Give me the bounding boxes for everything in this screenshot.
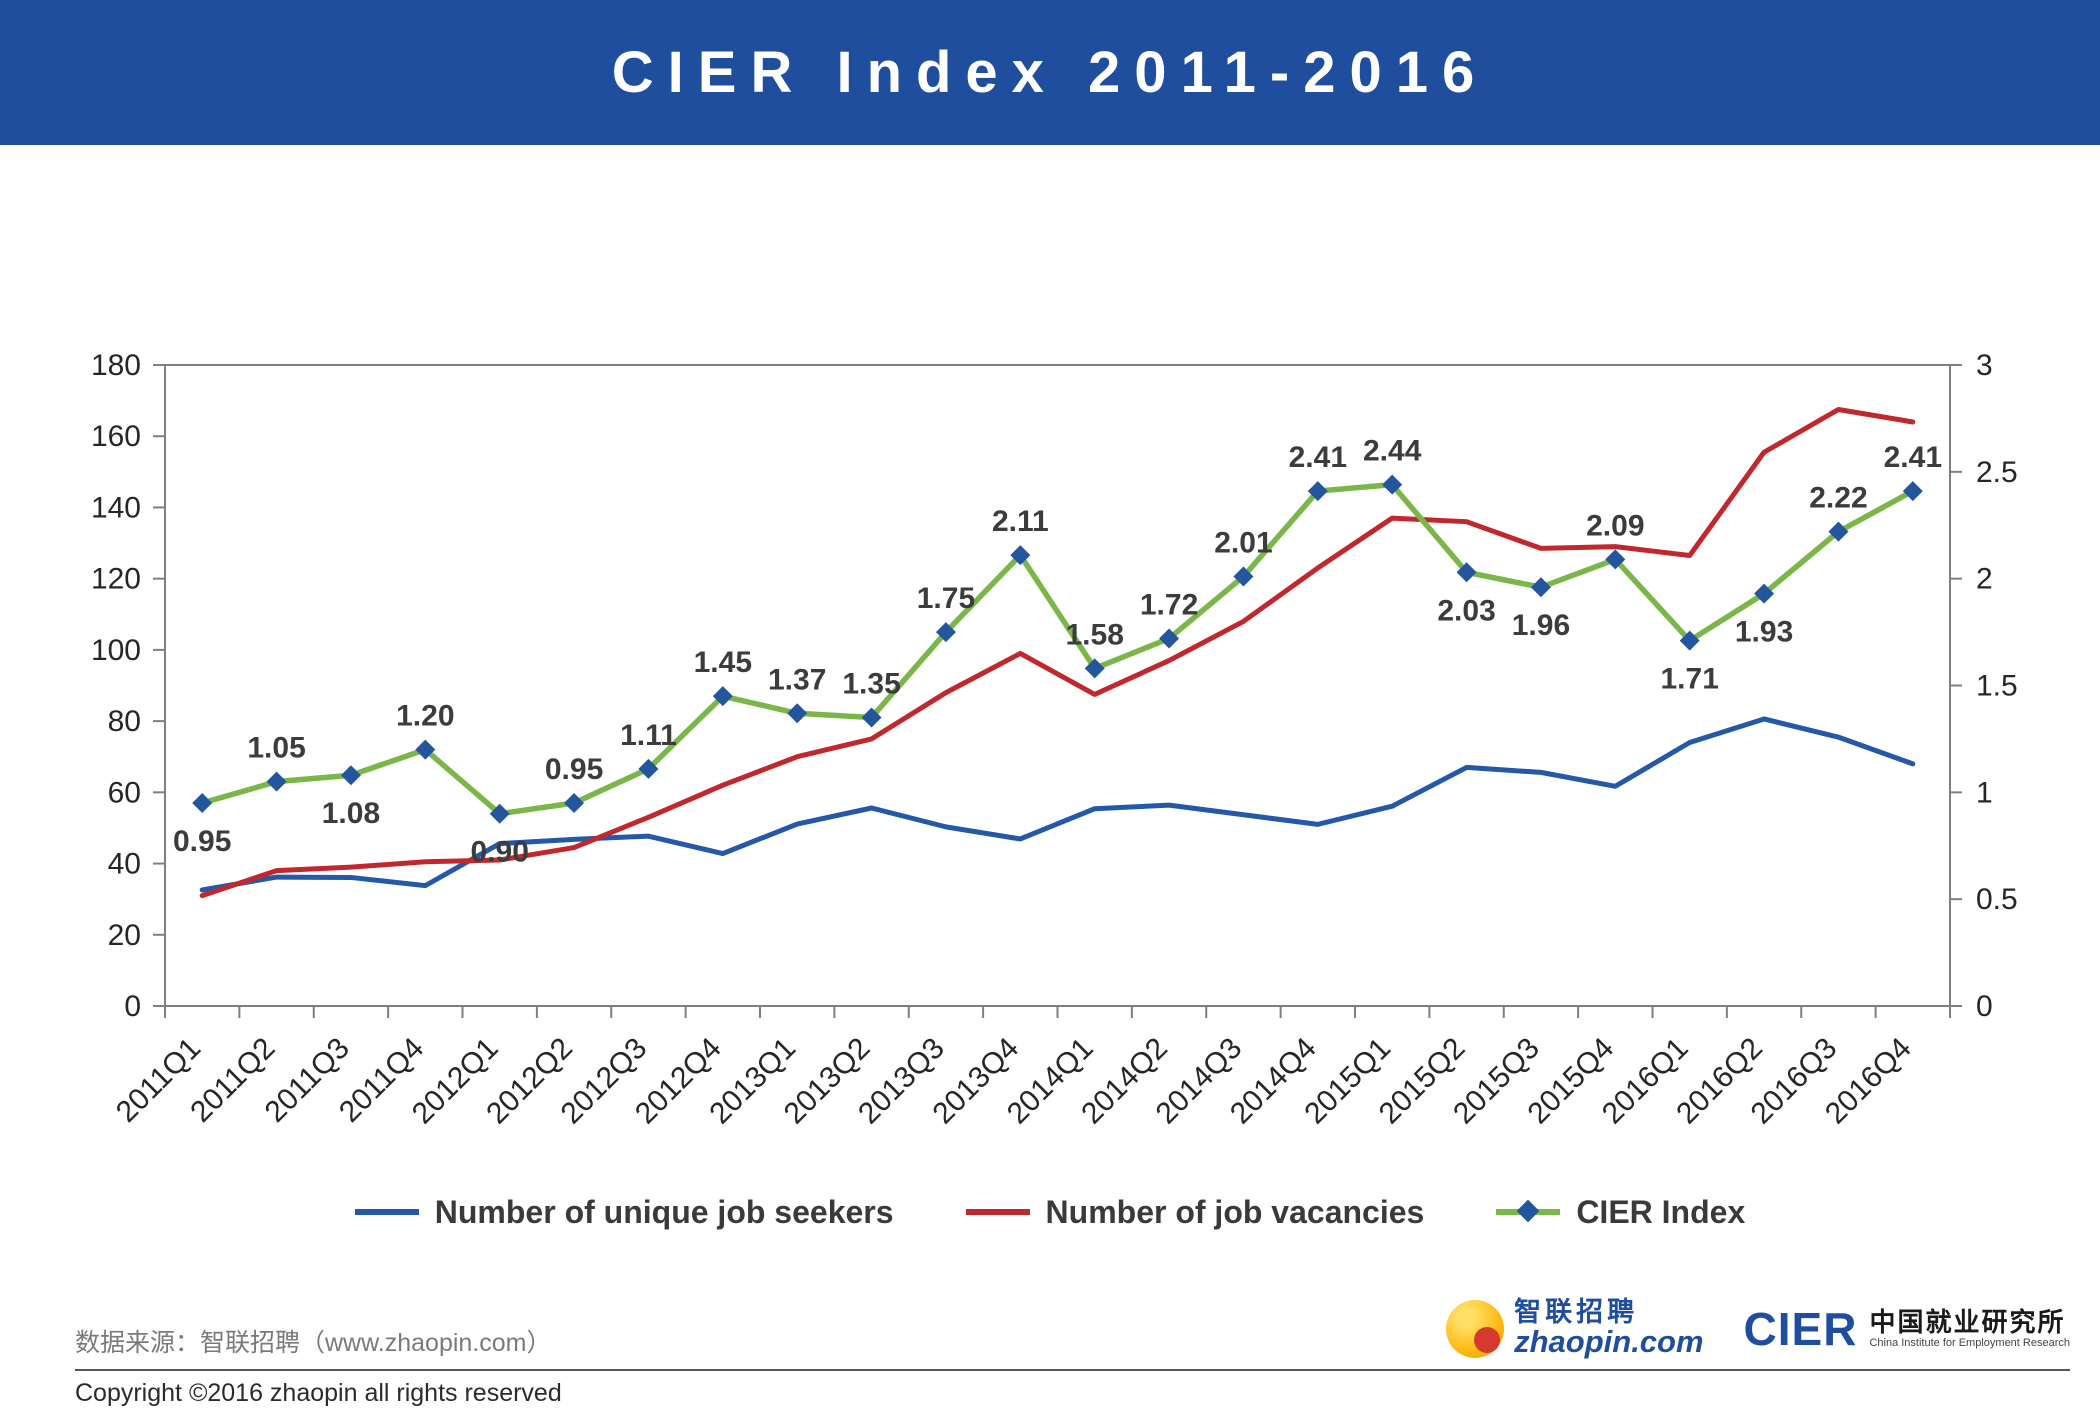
legend-swatch-0 xyxy=(354,1209,419,1215)
legend-swatch-2 xyxy=(1496,1199,1561,1223)
svg-text:20: 20 xyxy=(108,919,141,952)
footer-logos: 智联招聘 zhaopin.com CIER 中国就业研究所 China Inst… xyxy=(1446,1298,2070,1359)
svg-text:1.96: 1.96 xyxy=(1512,609,1570,642)
legend-label: CIER Index xyxy=(1576,1193,1746,1230)
svg-text:1.58: 1.58 xyxy=(1065,618,1123,651)
svg-text:1.37: 1.37 xyxy=(768,663,826,696)
svg-text:0.5: 0.5 xyxy=(1976,883,2018,916)
zhaopin-logo-en: zhaopin.com xyxy=(1514,1324,1704,1360)
legend-item-job-vacancies: Number of job vacancies xyxy=(965,1193,1425,1231)
svg-text:2.44: 2.44 xyxy=(1363,435,1422,468)
svg-text:1.45: 1.45 xyxy=(694,646,752,679)
cier-logo-en: China Institute for Employment Research xyxy=(1869,1336,2070,1349)
svg-text:180: 180 xyxy=(91,349,141,382)
cier-chart-canvas: 02040608010012014016018000.511.522.53201… xyxy=(91,349,2018,1130)
svg-text:1.75: 1.75 xyxy=(917,582,975,615)
svg-text:0.90: 0.90 xyxy=(470,836,528,869)
zhaopin-ball-icon xyxy=(1446,1299,1505,1358)
svg-text:3: 3 xyxy=(1976,349,1993,382)
cier-logo-abbr: CIER xyxy=(1743,1302,1858,1355)
svg-text:1.5: 1.5 xyxy=(1976,670,2018,703)
copyright-text: Copyright ©2016 zhaopin all rights reser… xyxy=(75,1379,562,1407)
zhaopin-ball-dot-icon xyxy=(1474,1326,1501,1353)
svg-text:0: 0 xyxy=(1976,990,1993,1023)
footer-divider xyxy=(75,1369,2070,1371)
cier-logo: CIER 中国就业研究所 China Institute for Employm… xyxy=(1744,1302,2070,1356)
cier-logo-cn: 中国就业研究所 xyxy=(1869,1307,2066,1338)
svg-text:40: 40 xyxy=(108,848,141,881)
svg-text:1.93: 1.93 xyxy=(1735,616,1793,649)
svg-text:1.11: 1.11 xyxy=(620,719,677,752)
legend-item-job-seekers: Number of unique job seekers xyxy=(354,1193,894,1231)
legend-swatch-1 xyxy=(965,1209,1030,1215)
page-title: CIER Index 2011-2016 xyxy=(611,40,1489,105)
legend-diamond-icon xyxy=(1516,1199,1540,1223)
svg-text:0.95: 0.95 xyxy=(545,753,603,786)
zhaopin-logo: 智联招聘 zhaopin.com xyxy=(1446,1297,1704,1360)
svg-text:2: 2 xyxy=(1976,563,1993,596)
svg-text:2.5: 2.5 xyxy=(1976,456,2018,489)
data-source-note: 数据来源：智联招聘（www.zhaopin.com） xyxy=(75,1329,552,1357)
svg-text:2.03: 2.03 xyxy=(1437,594,1495,627)
svg-text:2.22: 2.22 xyxy=(1809,482,1867,515)
svg-text:60: 60 xyxy=(108,776,141,809)
svg-text:140: 140 xyxy=(91,491,141,524)
chart-area: 0 20 40 60 80 100 120 140 160 180 0 0.5 1 1.5 2 2.5 3 201… xyxy=(0,145,2100,1150)
svg-text:2.09: 2.09 xyxy=(1586,509,1644,542)
svg-text:0: 0 xyxy=(124,990,141,1023)
svg-text:160: 160 xyxy=(91,420,141,453)
svg-text:2.41: 2.41 xyxy=(1884,441,1942,474)
legend-label: Number of job vacancies xyxy=(1045,1193,1425,1230)
chart-legend: Number of unique job seekers Number of j… xyxy=(0,1184,2100,1240)
svg-text:1.05: 1.05 xyxy=(247,732,305,765)
header-banner: CIER Index 2011-2016 xyxy=(0,0,2100,145)
svg-text:1.35: 1.35 xyxy=(842,668,900,701)
svg-text:1.08: 1.08 xyxy=(322,797,380,830)
svg-text:1: 1 xyxy=(1976,776,1993,809)
svg-text:1.71: 1.71 xyxy=(1660,663,1718,696)
footer: 数据来源：智联招聘（www.zhaopin.com） 智联招聘 zhaopin.… xyxy=(0,1298,2100,1408)
svg-text:120: 120 xyxy=(91,563,141,596)
svg-text:1.20: 1.20 xyxy=(396,700,454,733)
svg-text:80: 80 xyxy=(108,705,141,738)
svg-text:2.41: 2.41 xyxy=(1289,441,1347,474)
svg-text:0.95: 0.95 xyxy=(173,825,231,858)
legend-item-cier-index: CIER Index xyxy=(1496,1194,1745,1231)
svg-text:1.72: 1.72 xyxy=(1140,588,1198,621)
svg-text:100: 100 xyxy=(91,634,141,667)
zhaopin-logo-cn: 智联招聘 xyxy=(1514,1297,1639,1328)
svg-text:2.11: 2.11 xyxy=(992,505,1049,538)
svg-text:2.01: 2.01 xyxy=(1214,527,1272,560)
legend-label: Number of unique job seekers xyxy=(434,1193,894,1230)
